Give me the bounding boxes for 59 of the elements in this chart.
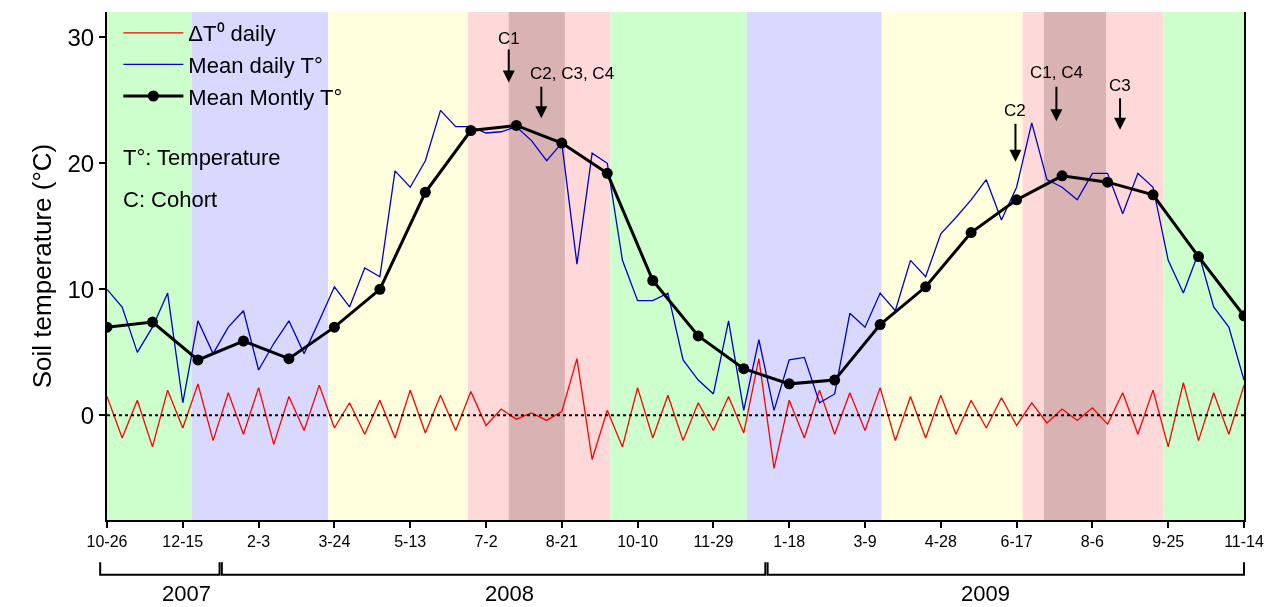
line-series xyxy=(107,358,1244,469)
point xyxy=(829,374,841,386)
point xyxy=(419,186,431,198)
x-tick-label: 2-3 xyxy=(247,533,271,551)
x-tick-label: 4-28 xyxy=(924,533,957,551)
y-tick-label: 10 xyxy=(67,275,95,303)
point xyxy=(192,354,204,366)
point xyxy=(692,330,704,342)
point xyxy=(920,281,932,293)
point xyxy=(1011,194,1023,206)
x-tick-label: 1-18 xyxy=(773,533,806,551)
x-tick-label: 6-17 xyxy=(1000,533,1033,551)
text: 2008 xyxy=(485,581,534,606)
x-tick-label: 5-13 xyxy=(394,533,427,551)
point xyxy=(510,119,522,131)
point xyxy=(283,353,295,365)
legend-label: Mean Montly T° xyxy=(188,84,343,110)
x-tick-label: 11-14 xyxy=(1224,533,1264,551)
point xyxy=(1147,189,1159,201)
annotation: C1 xyxy=(498,29,520,48)
x-tick-label: 3-24 xyxy=(318,533,351,551)
point xyxy=(1056,170,1068,182)
point xyxy=(237,335,249,347)
annotation: C2 xyxy=(1004,101,1026,120)
point xyxy=(1193,251,1205,263)
y-tick-label: 20 xyxy=(67,149,95,177)
x-tick-label: 9-25 xyxy=(1152,533,1185,551)
annotation: T°: Temperature xyxy=(123,145,281,170)
point xyxy=(328,321,340,333)
annotation: C3 xyxy=(1109,76,1131,95)
text: 2009 xyxy=(961,581,1010,606)
y-tick-label: 30 xyxy=(67,23,95,51)
point xyxy=(556,137,568,149)
x-tick-label: 10-26 xyxy=(86,533,128,551)
legend-label: Mean daily T° xyxy=(188,52,323,78)
annotation: C2, C3, C4 xyxy=(530,64,615,83)
point xyxy=(647,275,659,286)
point xyxy=(374,283,386,295)
y-axis-title: Soil temperature (°C) xyxy=(27,143,58,389)
x-tick-label: 8-6 xyxy=(1080,533,1105,551)
y-tick-label: 0 xyxy=(80,401,95,429)
x-tick-label: 11-29 xyxy=(693,533,734,551)
x-tick-label: 8-21 xyxy=(545,533,578,551)
point xyxy=(874,319,886,331)
x-tick-label: 7-2 xyxy=(474,533,498,551)
point xyxy=(783,378,795,390)
legend-label: ΔT⁰ daily xyxy=(188,21,276,47)
x-tick-label: 12-15 xyxy=(162,533,204,551)
annotation: C1, C4 xyxy=(1030,63,1083,82)
x-tick-label: 3-9 xyxy=(853,533,877,551)
annotation: C: Cohort xyxy=(123,187,218,212)
point xyxy=(738,363,750,375)
x-tick-label: 10-10 xyxy=(617,533,659,551)
point xyxy=(1102,176,1114,188)
point xyxy=(965,227,977,239)
point xyxy=(146,316,158,328)
text: 2007 xyxy=(162,581,211,606)
point xyxy=(465,124,477,136)
point xyxy=(601,167,613,179)
